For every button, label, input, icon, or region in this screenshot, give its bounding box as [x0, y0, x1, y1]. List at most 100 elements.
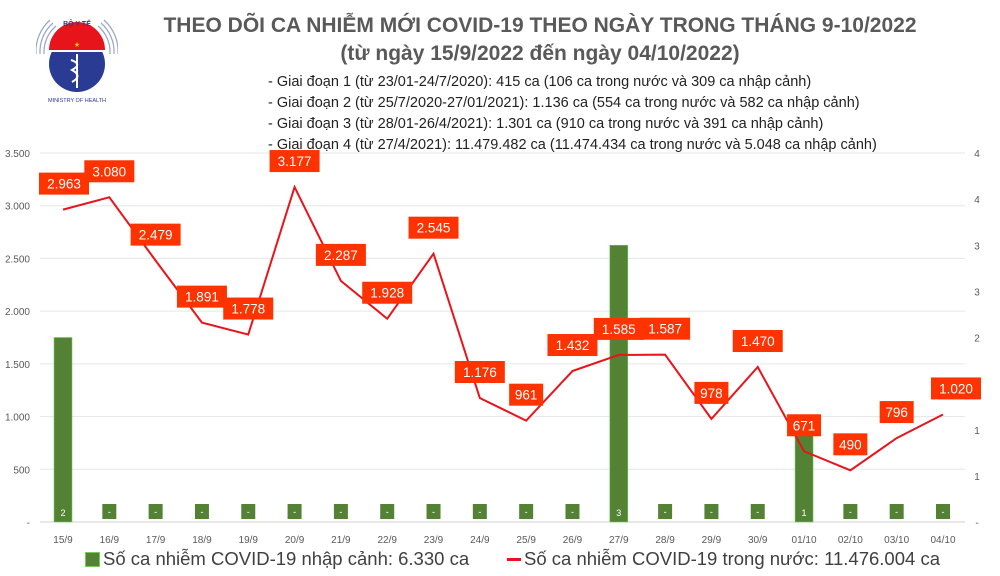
- bar-label: -: [108, 507, 111, 517]
- period-notes: - Giai đoạn 1 (từ 23/01-24/7/2020): 415 …: [268, 72, 877, 156]
- data-label: 1.432: [556, 338, 590, 353]
- bar-zero-marker: [333, 504, 348, 519]
- data-label-bg: [787, 414, 822, 437]
- chart-title: THEO DÕI CA NHIỄM MỚI COVID-19 THEO NGÀY…: [163, 14, 917, 37]
- data-label: 1.020: [939, 381, 973, 396]
- note-1: - Giai đoạn 1 (từ 23/01-24/7/2020): 415 …: [268, 74, 812, 90]
- x-tick-label: 17/9: [146, 535, 166, 546]
- bar-label: -: [432, 507, 435, 517]
- x-tick-label: 01/10: [792, 535, 817, 546]
- bar-label: -: [664, 507, 667, 517]
- right-tick-label: 4: [974, 195, 980, 206]
- bar-label: -: [942, 507, 945, 517]
- bar-zero-marker: [148, 504, 163, 519]
- data-label-bg: [130, 223, 181, 246]
- data-label: 2.545: [417, 221, 451, 236]
- bar: [609, 244, 629, 523]
- right-tick-label: 3: [974, 287, 980, 298]
- note-2: - Giai đoạn 2 (từ 25/7/2020-27/01/2021):…: [268, 95, 860, 111]
- left-tick-label: 1.500: [5, 360, 30, 371]
- data-label: 2.287: [324, 248, 358, 263]
- left-tick-label: 1.000: [5, 413, 30, 424]
- bar-zero-marker: [843, 504, 858, 519]
- data-label: 1.585: [602, 322, 636, 337]
- bar-zero-marker: [565, 504, 580, 519]
- chart-subtitle: (từ ngày 15/9/2022 đến ngày 04/10/2022): [340, 42, 740, 65]
- legend-bar-label: Số ca nhiễm COVID-19 nhập cảnh: 6.330 ca: [103, 548, 470, 569]
- svg-text:★: ★: [74, 41, 80, 49]
- x-tick-label: 15/9: [53, 535, 73, 546]
- legend-bar: Số ca nhiễm COVID-19 nhập cảnh: 6.330 ca: [85, 548, 469, 570]
- data-label-bg: [315, 243, 366, 266]
- x-tick-label: 20/9: [285, 535, 305, 546]
- svg-text:MINISTRY OF HEALTH: MINISTRY OF HEALTH: [48, 98, 106, 104]
- bar-zero-marker: [519, 504, 534, 519]
- bar-zero-marker: [241, 504, 256, 519]
- bar-label: -: [710, 507, 713, 517]
- data-label-bg: [176, 285, 227, 308]
- bar-label: -: [525, 507, 528, 517]
- data-label-bg: [547, 334, 598, 357]
- x-tick-label: 24/9: [470, 535, 490, 546]
- data-label-bg: [84, 160, 135, 183]
- bar-zero-marker: [194, 504, 209, 519]
- x-tick-label: 25/9: [516, 535, 536, 546]
- ministry-logo: ★ BỘ Y TẾ MINISTRY OF HEALTH: [36, 18, 118, 104]
- data-label-bg: [269, 150, 320, 173]
- x-tick-label: 04/10: [930, 535, 955, 546]
- right-tick-label: 2: [974, 334, 980, 345]
- bar-label: 3: [616, 508, 621, 518]
- left-tick-label: 2.500: [5, 254, 30, 265]
- note-4: - Giai đoạn 4 (từ 27/4/2021): 11.479.482…: [268, 137, 877, 153]
- data-label: 490: [839, 437, 862, 452]
- x-tick-label: 23/9: [424, 535, 444, 546]
- left-tick-label: 2.000: [5, 307, 30, 318]
- data-label: 1.891: [185, 290, 219, 305]
- left-tick-label: 3.500: [5, 149, 30, 160]
- data-label: 2.479: [139, 228, 173, 243]
- data-label-bg: [362, 281, 413, 304]
- right-tick-label: -: [975, 518, 978, 529]
- data-label: 1.176: [463, 365, 497, 380]
- x-tick-label: 30/9: [748, 535, 768, 546]
- bar-label: -: [339, 507, 342, 517]
- x-tick-label: 03/10: [884, 535, 909, 546]
- data-label: 1.928: [370, 286, 404, 301]
- line-series: [62, 184, 944, 472]
- bar-label: -: [895, 507, 898, 517]
- data-label-bg: [833, 433, 868, 456]
- data-label: 1.470: [741, 334, 775, 349]
- bar-zero-marker: [936, 504, 950, 519]
- right-tick-label: 1: [974, 426, 980, 437]
- x-tick-label: 26/9: [563, 535, 583, 546]
- x-tick-label: 18/9: [192, 535, 212, 546]
- bar-label: 1: [802, 508, 807, 518]
- data-label-bg: [39, 172, 89, 195]
- bar-zero-marker: [889, 504, 904, 519]
- data-label: 1.587: [648, 322, 682, 337]
- left-tick-label: 3.000: [5, 202, 30, 213]
- x-tick-label: 22/9: [377, 535, 397, 546]
- x-tick-label: 02/10: [838, 535, 863, 546]
- right-tick-label: 3: [974, 241, 980, 252]
- bar-zero-marker: [287, 504, 302, 519]
- bar-label: -: [386, 507, 389, 517]
- x-tick-label: 27/9: [609, 535, 629, 546]
- bar-zero-marker: [380, 504, 395, 519]
- legend-line-swatch: [507, 557, 521, 561]
- data-label: 2.963: [47, 177, 81, 192]
- x-tick-label: 29/9: [702, 535, 722, 546]
- svg-text:BỘ Y TẾ: BỘ Y TẾ: [63, 18, 91, 28]
- bar-zero-marker: [704, 504, 719, 519]
- data-label-bg: [509, 383, 544, 406]
- bar-zero-marker: [658, 504, 673, 519]
- right-tick-label: 4: [974, 149, 980, 160]
- bar-zero-marker: [750, 504, 765, 519]
- data-label-bg: [732, 330, 783, 353]
- data-label: 671: [793, 418, 816, 433]
- data-label-bg: [408, 216, 459, 239]
- data-label: 978: [700, 386, 723, 401]
- bar-label: -: [200, 507, 203, 517]
- legend-bar-swatch: [85, 551, 100, 567]
